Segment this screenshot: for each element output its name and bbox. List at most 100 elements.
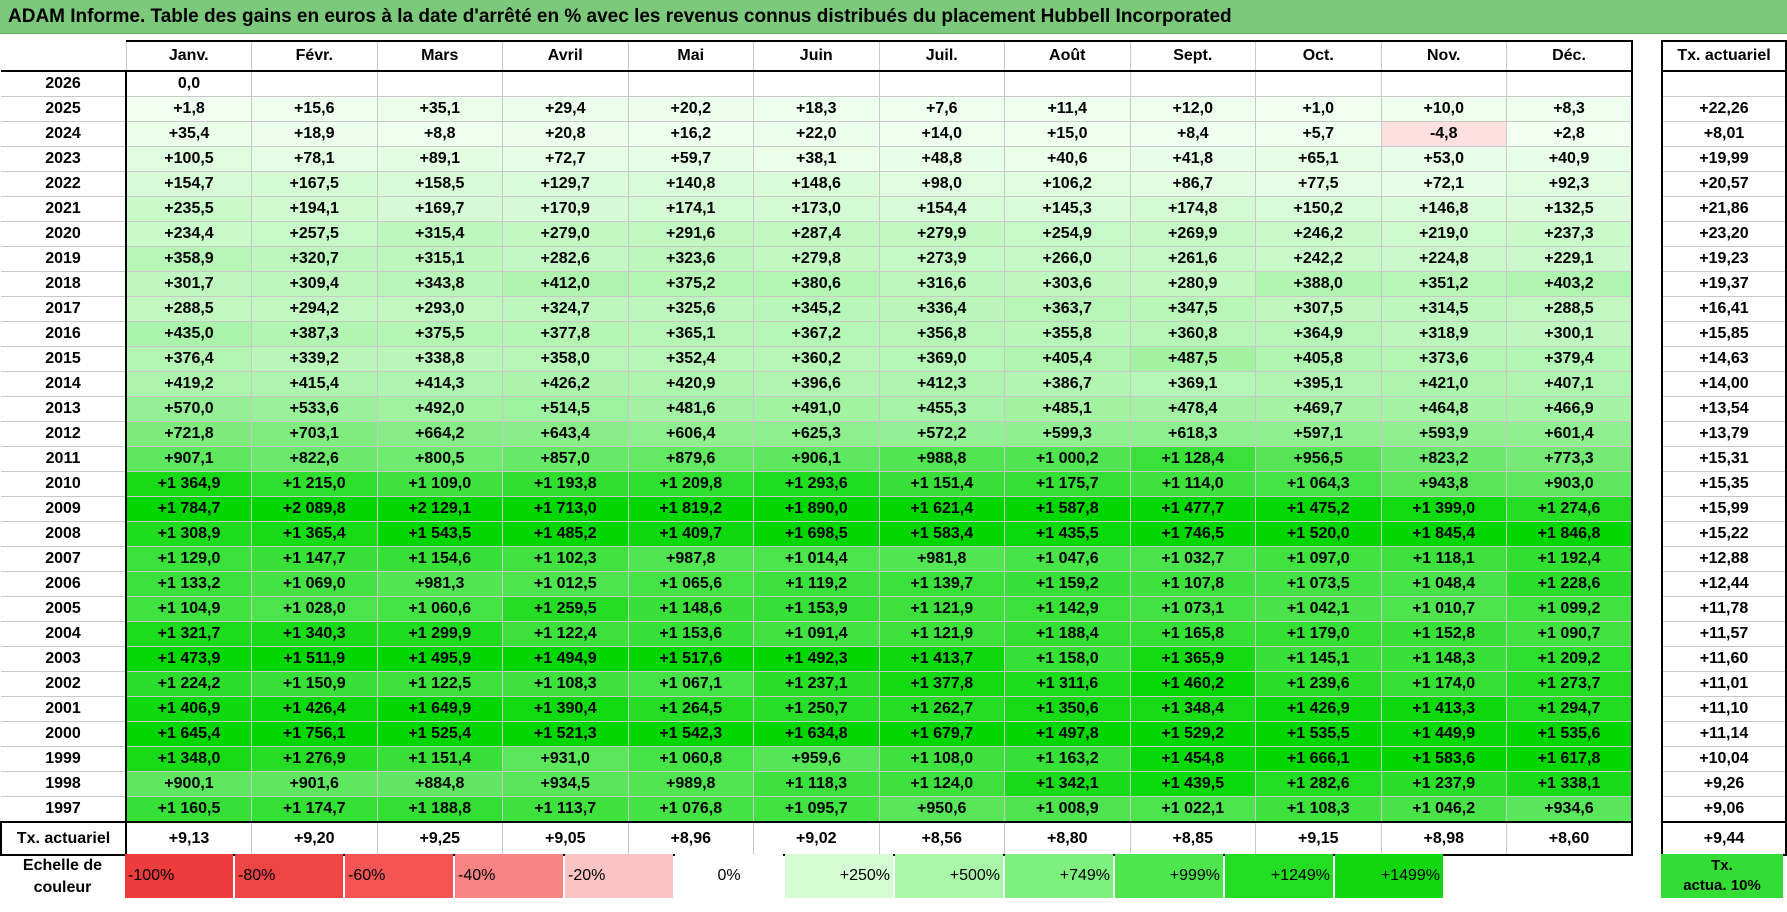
tx-row: +15,35 [1661, 471, 1787, 497]
value-cell: +279,8 [753, 246, 880, 272]
year-cell: 2025 [1, 96, 127, 122]
tx-cell: +19,99 [1661, 146, 1787, 172]
value-cell: +224,8 [1380, 246, 1507, 272]
value-cell [1255, 70, 1382, 97]
value-cell: +943,8 [1380, 471, 1507, 497]
year-cell: 2004 [1, 621, 127, 647]
value-cell: +1 617,8 [1506, 746, 1633, 772]
tx-cell: +15,31 [1661, 446, 1787, 472]
value-cell: +1 097,0 [1255, 546, 1382, 572]
year-cell: 2005 [1, 596, 127, 622]
tx-row: +11,01 [1661, 671, 1787, 697]
value-cell: +375,2 [627, 271, 754, 297]
value-cell: +1 153,9 [753, 596, 880, 622]
table-row: 2015 +376,4 +339,2 +338,8 +358,0 +352,4 +360,2… [1, 346, 1633, 372]
value-cell: +481,6 [627, 396, 754, 422]
value-cell: +1 475,2 [1255, 496, 1382, 522]
table-row: 2002 +1 224,2 +1 150,9 +1 122,5 +1 108,3 +1 0… [1, 671, 1633, 697]
value-cell: +356,8 [878, 321, 1005, 347]
value-cell: +405,4 [1004, 346, 1131, 372]
value-cell [502, 70, 629, 97]
footer-value: +8,80 [1004, 821, 1131, 856]
value-cell: +606,4 [627, 421, 754, 447]
table-row: 2005 +1 104,9 +1 028,0 +1 060,6 +1 259,5 +1 1… [1, 596, 1633, 622]
value-cell: +420,9 [627, 371, 754, 397]
value-cell: +455,3 [878, 396, 1005, 422]
value-cell: +293,0 [376, 296, 503, 322]
tx-row: +11,60 [1661, 646, 1787, 672]
value-cell: +1 399,0 [1380, 496, 1507, 522]
value-cell: +485,1 [1004, 396, 1131, 422]
table-row: 2024 +35,4 +18,9 +8,8 +20,8 +16,2 +22,0 +14,0 +1… [1, 121, 1633, 147]
value-cell: +1 348,4 [1129, 696, 1256, 722]
value-cell: +1 377,8 [878, 671, 1005, 697]
value-cell: +355,8 [1004, 321, 1131, 347]
value-cell: +158,5 [376, 171, 503, 197]
tx-row: +19,37 [1661, 271, 1787, 297]
year-cell: 2014 [1, 371, 127, 397]
value-cell: +100,5 [125, 146, 252, 172]
value-cell: +40,9 [1506, 146, 1633, 172]
value-cell: +375,5 [376, 321, 503, 347]
year-cell: 2021 [1, 196, 127, 222]
value-cell: +618,3 [1129, 421, 1256, 447]
value-cell: +380,6 [753, 271, 880, 297]
value-cell: +1 109,0 [376, 471, 503, 497]
value-cell: +987,8 [627, 546, 754, 572]
color-swatch: -20% [565, 854, 673, 898]
value-cell: +1 010,7 [1380, 596, 1507, 622]
value-cell: +345,2 [753, 296, 880, 322]
value-cell: +1 104,9 [125, 596, 252, 622]
value-cell: +89,1 [376, 146, 503, 172]
value-cell: +300,1 [1506, 321, 1633, 347]
value-cell: +599,3 [1004, 421, 1131, 447]
value-cell: +1 121,9 [878, 596, 1005, 622]
value-cell: +1 095,7 [753, 796, 880, 823]
value-cell: +1 193,8 [502, 471, 629, 497]
value-cell: +219,0 [1380, 221, 1507, 247]
value-cell: +934,5 [502, 771, 629, 797]
value-cell: +1 698,5 [753, 521, 880, 547]
value-cell: +1 294,7 [1506, 696, 1633, 722]
value-cell: +242,2 [1255, 246, 1382, 272]
value-cell: +1 160,5 [125, 796, 252, 823]
value-cell: +464,8 [1380, 396, 1507, 422]
value-cell: +1 299,9 [376, 621, 503, 647]
tx-actua-line2: actua. 10% [1683, 877, 1761, 894]
year-cell: 2026 [1, 70, 127, 97]
value-cell: +1 158,0 [1004, 646, 1131, 672]
value-cell: +318,9 [1380, 321, 1507, 347]
month-header: Juin [753, 40, 880, 72]
value-cell: +154,7 [125, 171, 252, 197]
value-cell: +478,4 [1129, 396, 1256, 422]
value-cell: +1 046,2 [1380, 796, 1507, 823]
tx-row: +12,88 [1661, 546, 1787, 572]
value-cell: +823,2 [1380, 446, 1507, 472]
value-cell: +1 621,4 [878, 496, 1005, 522]
value-cell: +1 542,3 [627, 721, 754, 747]
table-row: 2003 +1 473,9 +1 511,9 +1 495,9 +1 494,9 +1 5… [1, 646, 1633, 672]
value-cell: +1 147,7 [251, 546, 378, 572]
value-cell: +279,9 [878, 221, 1005, 247]
year-cell: 1998 [1, 771, 127, 797]
value-cell: +174,1 [627, 196, 754, 222]
value-cell: +325,6 [627, 296, 754, 322]
value-cell: +257,5 [251, 221, 378, 247]
value-cell: +1 413,7 [878, 646, 1005, 672]
value-cell: +98,0 [878, 171, 1005, 197]
value-cell: +77,5 [1255, 171, 1382, 197]
value-cell [753, 70, 880, 97]
tx-row: +15,22 [1661, 521, 1787, 547]
value-cell: +1 022,1 [1129, 796, 1256, 823]
value-cell: +1 473,9 [125, 646, 252, 672]
value-cell: +1 159,2 [1004, 571, 1131, 597]
value-cell: +1 350,6 [1004, 696, 1131, 722]
value-cell: +364,9 [1255, 321, 1382, 347]
tx-cell: +19,23 [1661, 246, 1787, 272]
color-scale-label: Echelle de couleur [0, 852, 125, 902]
value-cell: +280,9 [1129, 271, 1256, 297]
value-cell [1506, 70, 1633, 97]
value-cell: +7,6 [878, 96, 1005, 122]
value-cell: +721,8 [125, 421, 252, 447]
value-cell: +1 449,9 [1380, 721, 1507, 747]
